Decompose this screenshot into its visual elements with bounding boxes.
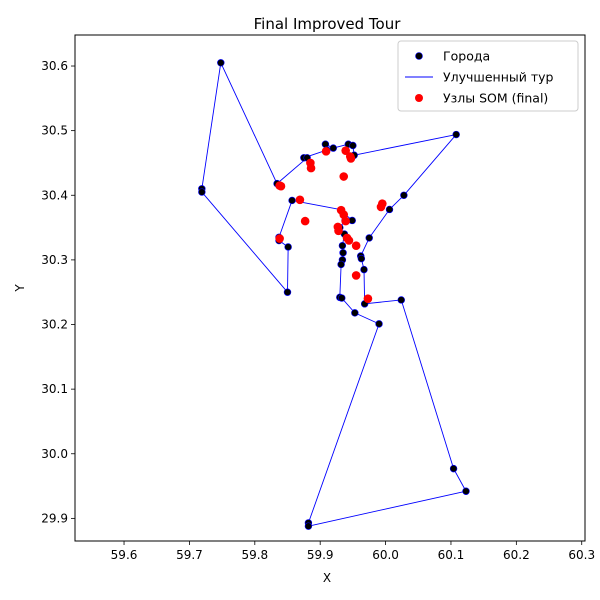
legend: Города Улучшенный тур Узлы SOM (final) <box>397 40 579 112</box>
y-tick-label: 30.6 <box>41 59 68 73</box>
x-tick-label: 59.6 <box>111 548 138 562</box>
city-point <box>462 487 470 495</box>
legend-som-marker <box>415 94 423 102</box>
legend-som-label: Узлы SOM (final) <box>443 91 548 106</box>
city-point <box>198 188 206 196</box>
som-node-point <box>321 147 331 156</box>
legend-cities-marker <box>415 52 423 60</box>
som-node-point <box>334 226 343 236</box>
legend-cities-label: Города <box>443 49 490 64</box>
city-point <box>349 141 357 150</box>
y-tick-label: 29.9 <box>41 511 68 525</box>
city-point <box>338 241 347 250</box>
som-node-point <box>376 202 386 212</box>
plot-frame <box>74 34 586 542</box>
city-point <box>452 130 460 139</box>
city-point <box>375 320 383 328</box>
som-node-point <box>345 152 355 161</box>
plot-area <box>75 35 585 541</box>
city-point <box>351 309 359 317</box>
y-tick-label: 30.4 <box>41 188 68 202</box>
som-node-point <box>339 172 349 181</box>
som-node-point <box>351 241 361 250</box>
chart-title: Final Improved Tour <box>254 15 402 33</box>
x-axis-title: X <box>323 571 331 585</box>
y-axis-title: Y <box>13 284 27 293</box>
som-node-point <box>306 158 315 168</box>
som-node-point <box>341 146 350 155</box>
x-tick-label: 59.9 <box>307 548 334 562</box>
som-node-point <box>295 195 305 205</box>
city-point <box>400 191 408 199</box>
x-tick-label: 60.3 <box>568 548 595 562</box>
y-tick-label: 30.5 <box>41 124 68 138</box>
som-node-point <box>351 271 361 280</box>
y-tick-label: 30.1 <box>41 382 68 396</box>
x-tick-label: 60.2 <box>503 548 530 562</box>
city-point <box>329 144 337 152</box>
city-point <box>338 294 346 302</box>
city-point <box>283 288 292 296</box>
city-point <box>385 205 394 214</box>
city-point <box>339 249 347 257</box>
legend-tour-label: Улучшенный тур <box>443 70 554 85</box>
x-tick-label: 59.7 <box>176 548 203 562</box>
city-point <box>284 243 292 251</box>
city-point <box>304 522 313 530</box>
som-node-point <box>275 234 284 243</box>
city-point <box>397 296 405 304</box>
city-point <box>357 254 366 263</box>
y-tick-label: 30.2 <box>41 318 68 332</box>
x-axis: 59.6 59.7 59.8 59.9 60.0 60.1 60.2 60.3 <box>111 541 595 562</box>
city-point <box>217 59 225 67</box>
som-node-point <box>341 216 350 226</box>
x-tick-label: 60.1 <box>438 548 465 562</box>
som-node-point <box>344 236 354 245</box>
city-point <box>337 260 345 269</box>
som-node-point <box>363 294 373 303</box>
city-point <box>288 196 296 205</box>
som-layer <box>275 146 387 303</box>
x-tick-label: 59.8 <box>241 548 268 562</box>
city-point <box>365 234 373 242</box>
y-tick-label: 30.3 <box>41 253 68 267</box>
city-point <box>360 265 368 274</box>
x-tick-label: 60.0 <box>372 548 399 562</box>
som-node-point <box>276 181 286 191</box>
y-tick-label: 30.0 <box>41 447 68 461</box>
som-node-point <box>300 216 310 226</box>
legend-box <box>397 40 579 112</box>
y-axis: 29.9 30.0 30.1 30.2 30.3 30.4 30.5 30.6 <box>41 59 75 525</box>
som-node-point <box>339 210 349 219</box>
city-point <box>449 464 458 473</box>
